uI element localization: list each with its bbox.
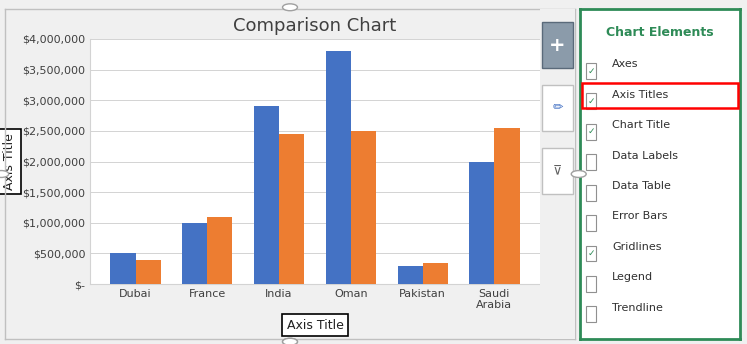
Text: ⊽: ⊽	[553, 164, 562, 177]
Text: ✓: ✓	[587, 249, 595, 258]
FancyBboxPatch shape	[586, 185, 596, 201]
Bar	[469, 161, 495, 284]
FancyBboxPatch shape	[586, 154, 596, 170]
Bar	[111, 254, 135, 284]
Bar	[135, 259, 161, 284]
Text: ✏: ✏	[552, 101, 562, 115]
Bar	[397, 266, 423, 284]
FancyBboxPatch shape	[542, 22, 573, 68]
Bar	[423, 262, 447, 284]
Text: Axes: Axes	[612, 59, 639, 69]
Text: Chart Title: Chart Title	[612, 120, 670, 130]
Text: Data Labels: Data Labels	[612, 151, 678, 161]
Bar	[495, 128, 520, 284]
FancyBboxPatch shape	[586, 124, 596, 140]
Text: Data Table: Data Table	[612, 181, 671, 191]
Text: ✓: ✓	[587, 97, 595, 106]
FancyBboxPatch shape	[586, 94, 596, 109]
Bar	[182, 223, 208, 284]
FancyBboxPatch shape	[542, 85, 573, 131]
FancyBboxPatch shape	[586, 215, 596, 231]
Bar	[326, 51, 351, 284]
Text: +: +	[549, 36, 565, 55]
Text: Error Bars: Error Bars	[612, 212, 668, 222]
Text: Trendline: Trendline	[612, 303, 663, 313]
Y-axis label: Axis Title: Axis Title	[4, 133, 16, 190]
X-axis label: Axis Title: Axis Title	[287, 319, 344, 332]
Bar	[279, 134, 304, 284]
Text: Legend: Legend	[612, 272, 653, 282]
FancyBboxPatch shape	[586, 276, 596, 292]
Text: ✓: ✓	[587, 127, 595, 136]
Title: Comparison Chart: Comparison Chart	[233, 17, 397, 35]
FancyBboxPatch shape	[542, 148, 573, 194]
Text: Axis Titles: Axis Titles	[612, 90, 669, 100]
Text: ✓: ✓	[587, 66, 595, 75]
FancyBboxPatch shape	[586, 307, 596, 322]
Bar	[351, 131, 376, 284]
Text: Chart Elements: Chart Elements	[606, 25, 714, 39]
Bar	[208, 217, 232, 284]
Text: Gridlines: Gridlines	[612, 242, 662, 252]
FancyBboxPatch shape	[586, 246, 596, 261]
Bar	[254, 106, 279, 284]
FancyBboxPatch shape	[586, 63, 596, 79]
